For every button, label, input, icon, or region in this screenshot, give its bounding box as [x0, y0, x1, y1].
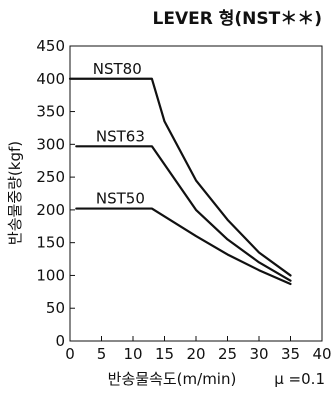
x-axis-title: 반송물속도(m/min)	[108, 370, 237, 388]
y-tick-label: 300	[36, 135, 65, 153]
y-tick-label: 0	[55, 332, 65, 350]
y-axis-title: 반송물중량(kgf)	[6, 141, 24, 245]
series-line-nst50	[75, 207, 292, 286]
x-tick-label: 5	[97, 345, 107, 363]
x-tick-label: 35	[281, 345, 300, 363]
series-line-nst80	[68, 77, 292, 277]
y-tick-label: 450	[36, 37, 65, 55]
y-tick-label: 350	[36, 103, 65, 121]
series-label-layer: NST80 NST63 NST50	[93, 60, 145, 208]
x-tick-label: 30	[249, 345, 268, 363]
y-tick-label: 150	[36, 234, 65, 252]
x-axis-ticks: 0 5 10 15 20 25 30 35 40	[65, 336, 332, 363]
y-tick-label: 100	[36, 266, 65, 284]
x-tick-label: 20	[186, 345, 205, 363]
y-tick-label: 400	[36, 70, 65, 88]
y-tick-label: 200	[36, 201, 65, 219]
series-layer	[68, 77, 292, 286]
series-label-nst63: NST63	[96, 127, 145, 145]
friction-note: μ =0.1	[274, 370, 325, 388]
y-tick-label: 250	[36, 168, 65, 186]
series-label-nst80: NST80	[93, 60, 142, 78]
x-tick-label: 25	[218, 345, 237, 363]
series-label-nst50: NST50	[96, 190, 145, 208]
x-tick-label: 40	[312, 345, 331, 363]
x-tick-label: 10	[123, 345, 142, 363]
y-axis-ticks: 0 50 100 150 200 250 300 350 400 450	[36, 37, 75, 350]
series-line-nst63	[75, 145, 292, 282]
x-tick-label: 0	[65, 345, 75, 363]
x-tick-label: 15	[155, 345, 174, 363]
chart-title: LEVER 형(NST＊＊)	[153, 8, 322, 29]
y-tick-label: 50	[46, 299, 65, 317]
